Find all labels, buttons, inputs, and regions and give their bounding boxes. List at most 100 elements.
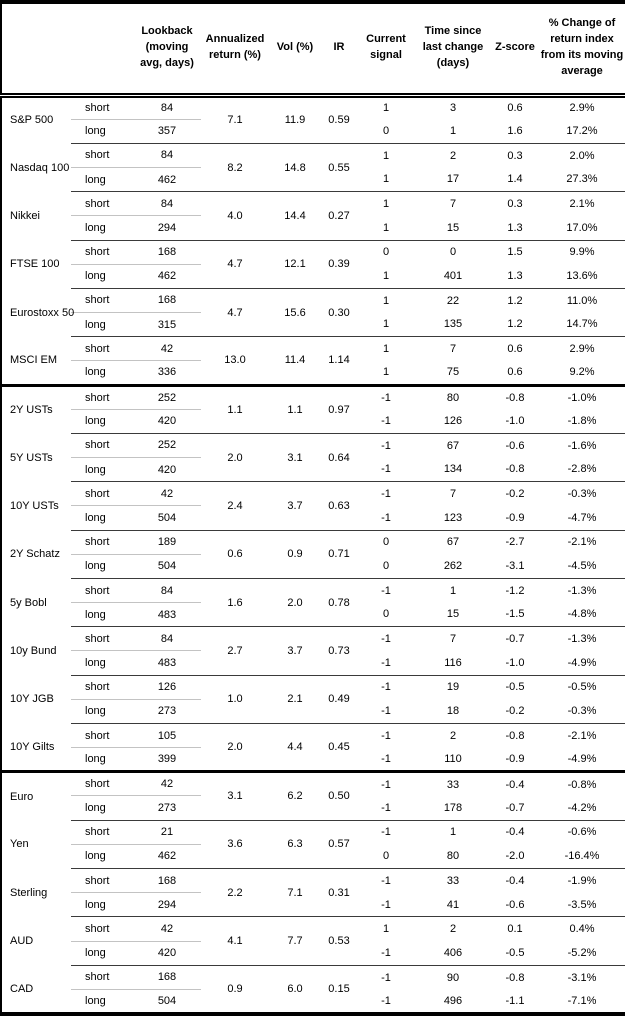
zscore-value: 1.2 [507,294,523,307]
lookback-value: 252 [133,433,201,459]
header-annualized-return: Annualized return (%) [201,2,269,98]
zscore-value: -0.8 [491,457,539,483]
annualized-return-value: 3.6 [201,820,269,870]
lookback-value: 126 [133,675,201,700]
annualized-return-value: 13.0 [201,336,269,387]
header-row: Lookback (moving avg, days) Annualized r… [1,2,625,98]
table-row: long 462 0 80 -2.0 -16.4% [1,844,625,870]
ir-value: 0.39 [321,240,357,289]
vol-value: 1.1 [269,385,321,434]
signal-value: -1 [381,584,391,597]
zscore-value: -0.8 [505,971,525,984]
zscore-value: -0.2 [491,699,539,724]
pct-change-value: -2.1% [567,729,597,742]
horizon-label: short [71,675,133,700]
zscore-value: -0.4 [505,826,525,839]
instrument-name: 10Y JGB [10,693,54,706]
instrument-name: 10Y USTs [10,499,59,512]
time-since-value: 7 [449,633,457,646]
time-since-value: 22 [446,294,460,307]
time-since-value: 2 [449,923,457,936]
pct-change-value: 14.7% [539,312,625,338]
signal-value: 1 [382,294,390,307]
time-since-value: 67 [446,536,460,549]
signal-value: 1 [357,360,415,387]
lookback-value: 42 [133,771,201,797]
horizon-label: short [71,578,133,604]
table-row: long 462 1 17 1.4 27.3% [1,167,625,193]
zscore-value: 1.5 [507,246,523,259]
table-row: Eurostoxx 50 short 168 4.7 15.6 0.30 1 22 1.2 11.… [1,288,625,338]
lookback-value: 357 [133,119,201,144]
horizon-label: long [71,941,133,966]
signal-value: -1 [357,747,415,774]
horizon-label: long [71,312,133,338]
instrument-name: Nasdaq 100 [10,161,70,174]
annualized-return-value: 3.1 [201,771,269,821]
header-zscore: Z-score [491,2,539,98]
instrument-name: Euro [10,790,34,803]
annualized-return-value: 0.6 [201,530,269,579]
signal-value: -1 [381,874,391,887]
ir-value: 0.15 [328,982,350,995]
pct-change-value: 2.1% [569,198,595,211]
signal-value: -1 [381,439,391,452]
time-since-value: 15 [415,215,491,241]
lookback-value: 84 [133,626,201,652]
pct-change-value: -3.1% [567,971,597,984]
pct-change-value: 27.3% [539,167,625,193]
time-since-value: 17 [415,167,491,193]
lookback-value: 42 [133,916,201,942]
time-since-value: 7 [449,488,457,501]
lookback-value: 315 [133,312,201,338]
pct-change-value: -0.3% [539,699,625,724]
vol-value: 0.9 [269,530,321,579]
signal-value: -1 [357,699,415,724]
horizon-label: short [71,965,133,990]
lookback-value: 84 [133,95,201,120]
annualized-return-value: 7.1 [201,95,269,144]
table-row: Nasdaq 100 short 84 8.2 14.8 0.55 1 2 0.3 2.0% [1,143,625,193]
ir-value: 0.57 [321,820,357,870]
time-since-value: 496 [443,994,463,1007]
zscore-value: -0.5 [491,941,539,966]
horizon-label: long [71,119,133,144]
table-row: 2Y USTs short 252 1.1 1.1 0.97 -1 80 -0.8 -1.0% [1,385,625,434]
lookback-value: 168 [133,288,201,314]
lookback-value: 462 [133,167,201,193]
lookback-value: 483 [133,602,201,628]
table-row: Nikkei short 84 4.0 14.4 0.27 1 7 0.3 2.1% [1,191,625,241]
ir-value: 0.49 [321,675,357,724]
signal-value: -1 [381,826,391,839]
signal-value: -1 [357,409,415,434]
time-since-value: 401 [415,264,491,289]
vol-value: 14.8 [269,143,321,193]
signal-value: -1 [381,994,391,1007]
table-row: long 273 -1 178 -0.7 -4.2% [1,795,625,821]
vol-value: 14.4 [269,191,321,241]
vol-value: 3.1 [269,433,321,483]
annualized-return-value: 4.0 [201,191,269,241]
zscore-value: 1.3 [491,215,539,241]
horizon-label: long [71,264,133,289]
signal-value: 1 [382,198,390,211]
table-row: Yen short 21 3.6 6.3 0.57 -1 1 -0.4 -0.6% [1,820,625,870]
table-row: long 294 1 15 1.3 17.0% [1,215,625,241]
zscore-value: -2.7 [505,536,525,549]
ir-value: 0.78 [321,578,357,628]
signal-value: -1 [357,795,415,821]
table-row: 10y Bund short 84 2.7 3.7 0.73 -1 7 -0.7 -1.3% [1,626,625,676]
pct-change-value: -1.8% [539,409,625,434]
zscore-value: -0.9 [491,505,539,531]
lookback-value: 420 [133,457,201,483]
header-instrument [1,2,71,98]
signal-value: 0 [357,119,415,144]
zscore-value: 0.3 [507,149,523,162]
annualized-return-value: 1.1 [201,385,269,434]
header-vol: Vol (%) [269,2,321,98]
zscore-value: -0.5 [505,681,525,694]
instrument-name: 5Y USTs [10,451,53,464]
time-since-value: 126 [415,409,491,434]
table-row: long 420 -1 406 -0.5 -5.2% [1,941,625,966]
pct-change-value: -1.3% [567,584,597,597]
